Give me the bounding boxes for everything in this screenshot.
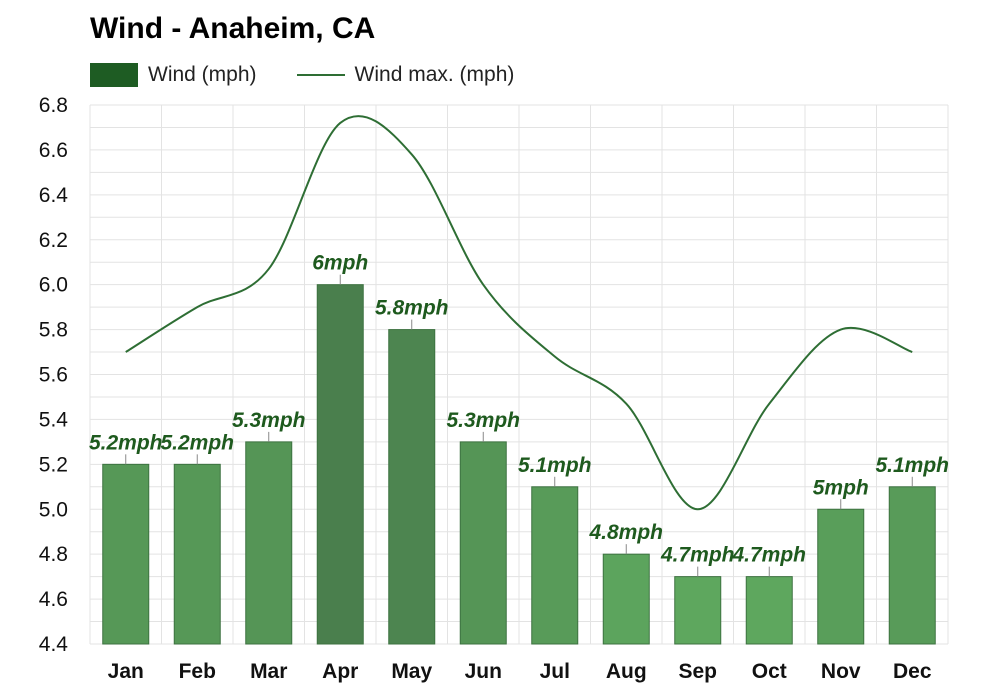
data-label-aug: 4.8mph	[588, 521, 663, 544]
x-axis: Jan Feb Mar Apr May Jun Jul Aug Sep Oct Nov Dec	[108, 660, 932, 683]
legend-label-wind: Wind (mph)	[148, 63, 257, 86]
y-tick-label: 5.2	[39, 453, 68, 476]
legend-swatch-line	[296, 74, 345, 76]
data-label-may: 5.8mph	[375, 297, 449, 320]
y-tick-label: 5.4	[39, 408, 69, 431]
x-tick-mar: Mar	[250, 660, 287, 683]
bar-jun	[459, 441, 507, 645]
data-label-dec: 5.1mph	[875, 454, 949, 477]
bar-dec	[888, 486, 936, 645]
bar-oct	[745, 576, 793, 645]
data-label-oct: 4.7mph	[731, 544, 806, 567]
data-label-nov: 5mph	[813, 476, 869, 499]
data-labels: 5.2mph5.2mph5.3mph6mph5.8mph5.3mph5.1mph…	[89, 252, 949, 567]
bar-sep	[674, 576, 722, 645]
x-tick-aug: Aug	[606, 660, 647, 683]
legend-item-wind: Wind (mph)	[90, 63, 257, 87]
chart-title: Wind - Anaheim, CA	[90, 12, 376, 45]
x-tick-jul: Jul	[540, 660, 570, 683]
bar-nov	[817, 508, 865, 645]
y-tick-label: 4.4	[39, 633, 69, 656]
legend-swatch-bar	[90, 63, 138, 87]
bar-jul	[531, 486, 579, 645]
y-axis: 4.4 4.6 4.8 5.0 5.2 5.4 5.6 5.8 6.0 6.2 6.4 6.6 6.8	[39, 94, 69, 656]
y-tick-label: 5.6	[39, 364, 68, 387]
bar-feb	[173, 463, 221, 645]
y-tick-label: 6.2	[39, 229, 68, 252]
data-label-mar: 5.3mph	[232, 409, 306, 432]
legend: Wind (mph) Wind max. (mph)	[90, 60, 554, 90]
bar-apr	[316, 284, 364, 645]
data-label-jun: 5.3mph	[446, 409, 520, 432]
y-tick-label: 4.8	[39, 543, 68, 566]
data-label-jan: 5.2mph	[89, 431, 163, 454]
x-tick-jan: Jan	[108, 660, 144, 683]
x-tick-apr: Apr	[322, 660, 358, 683]
x-tick-nov: Nov	[821, 660, 861, 683]
y-tick-label: 4.6	[39, 588, 68, 611]
bar-mar	[245, 441, 293, 645]
x-tick-dec: Dec	[893, 660, 932, 683]
bar-aug	[602, 553, 650, 645]
data-label-sep: 4.7mph	[660, 544, 735, 567]
data-label-feb: 5.2mph	[160, 431, 234, 454]
data-label-jul: 5.1mph	[518, 454, 592, 477]
x-tick-jun: Jun	[465, 660, 502, 683]
x-tick-may: May	[391, 660, 432, 683]
x-tick-sep: Sep	[678, 660, 717, 683]
bars	[102, 274, 936, 645]
y-tick-label: 6.8	[39, 94, 68, 117]
y-tick-label: 6.6	[39, 139, 68, 162]
max-line	[125, 115, 913, 511]
grid	[89, 104, 949, 645]
bar-may	[388, 329, 436, 645]
bar-jan	[102, 463, 150, 645]
y-tick-label: 6.0	[39, 274, 68, 297]
x-tick-feb: Feb	[179, 660, 216, 683]
y-tick-label: 5.0	[39, 498, 68, 521]
x-tick-oct: Oct	[752, 660, 787, 683]
y-tick-label: 5.8	[39, 319, 68, 342]
y-tick-label: 6.4	[39, 184, 69, 207]
legend-item-wind-max: Wind max. (mph)	[296, 63, 515, 87]
legend-label-wind-max: Wind max. (mph)	[354, 63, 515, 86]
wind-max-line	[125, 115, 913, 511]
data-label-apr: 6mph	[312, 252, 368, 275]
